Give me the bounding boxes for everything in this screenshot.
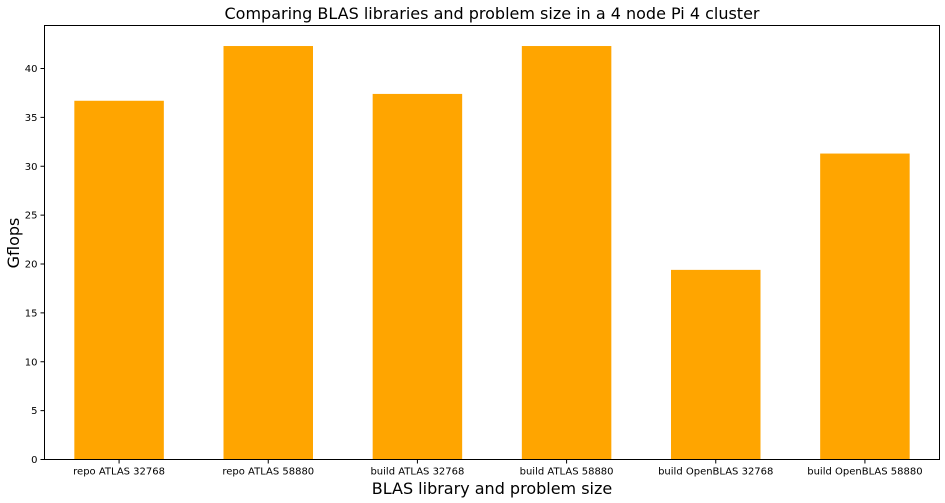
plot-frame bbox=[44, 25, 940, 460]
y-tick-label-0: 0 bbox=[31, 455, 37, 466]
y-tick-label-5: 25 bbox=[25, 211, 38, 222]
y-tick-label-2: 10 bbox=[25, 357, 38, 368]
x-axis-label: BLAS library and problem size bbox=[372, 479, 613, 498]
bar-1 bbox=[223, 46, 313, 460]
bar-0 bbox=[74, 100, 164, 460]
y-tick-label-1: 5 bbox=[31, 406, 37, 417]
y-tick-label-3: 15 bbox=[25, 308, 38, 319]
y-tick-label-8: 40 bbox=[25, 64, 38, 75]
x-tick-label-4: build OpenBLAS 32768 bbox=[658, 467, 773, 478]
x-axis-ticks: repo ATLAS 32768 repo ATLAS 58880 build AT… bbox=[73, 459, 923, 478]
x-tick-label-0: repo ATLAS 32768 bbox=[73, 467, 165, 478]
y-axis-ticks: 0 5 10 15 20 25 30 35 40 bbox=[25, 64, 45, 466]
chart-title: Comparing BLAS libraries and problem siz… bbox=[224, 4, 759, 23]
y-tick-label-6: 30 bbox=[25, 162, 38, 173]
y-axis-label: Gflops bbox=[4, 218, 23, 269]
bar-3 bbox=[521, 46, 612, 460]
x-tick-label-3: build ATLAS 58880 bbox=[520, 467, 614, 478]
x-tick-label-2: build ATLAS 32768 bbox=[370, 467, 464, 478]
bar-2 bbox=[372, 93, 463, 460]
x-tick-label-5: build OpenBLAS 58880 bbox=[807, 467, 922, 478]
bar-5 bbox=[820, 153, 910, 460]
bar-4 bbox=[671, 269, 761, 460]
x-tick-label-1: repo ATLAS 58880 bbox=[222, 467, 314, 478]
bars-group bbox=[74, 46, 910, 460]
y-tick-label-7: 35 bbox=[25, 113, 38, 124]
y-tick-label-4: 20 bbox=[25, 260, 38, 271]
